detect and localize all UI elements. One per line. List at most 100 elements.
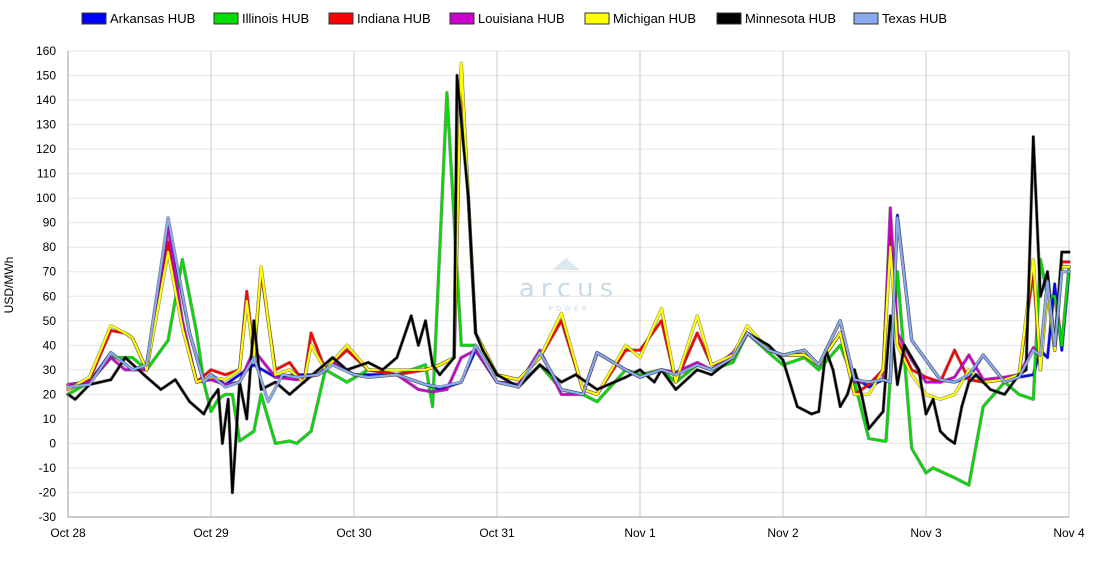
- data-point: [131, 356, 134, 359]
- data-point: [896, 214, 899, 217]
- legend-swatch: [213, 12, 239, 25]
- legend-item-illinois-hub[interactable]: Illinois HUB: [213, 11, 309, 26]
- data-point: [767, 344, 770, 347]
- x-tick-label: Oct 30: [336, 526, 372, 540]
- x-tick-label: Oct 29: [193, 526, 229, 540]
- data-point: [881, 378, 885, 381]
- y-tick-label: -10: [39, 461, 57, 475]
- data-point: [195, 331, 198, 335]
- data-point: [910, 356, 913, 359]
- data-point: [896, 383, 899, 386]
- data-point: [638, 356, 642, 359]
- data-point: [209, 368, 213, 371]
- data-point: [982, 353, 985, 357]
- data-point: [245, 417, 248, 421]
- data-point: [674, 373, 677, 376]
- y-tick-label: 100: [36, 191, 56, 205]
- data-point: [345, 349, 349, 352]
- legend-item-arkansas-hub[interactable]: Arkansas HUB: [81, 11, 195, 26]
- data-point: [245, 300, 248, 303]
- data-point: [638, 376, 642, 379]
- data-point: [259, 393, 263, 396]
- data-point: [309, 430, 313, 433]
- data-point: [455, 74, 459, 77]
- series-texas-hub: [66, 216, 1071, 404]
- watermark-subtext: POWER: [549, 305, 590, 313]
- legend-label: Minnesota HUB: [745, 11, 836, 26]
- legend-item-texas-hub[interactable]: Texas HUB: [853, 11, 947, 26]
- data-point: [638, 368, 642, 371]
- data-point: [881, 410, 885, 413]
- data-point: [124, 331, 127, 335]
- data-point: [309, 331, 313, 335]
- series-line: [66, 216, 1071, 403]
- data-point: [367, 368, 370, 371]
- data-point: [839, 344, 842, 347]
- data-point: [295, 442, 298, 445]
- data-point: [1017, 376, 1021, 379]
- data-point: [452, 356, 456, 359]
- data-point: [317, 373, 320, 376]
- data-point: [881, 368, 885, 371]
- series-michigan-hub: [66, 61, 1071, 401]
- data-point: [395, 356, 399, 359]
- data-point: [481, 349, 484, 352]
- watermark-logo-icon: [552, 258, 580, 270]
- data-point: [295, 378, 298, 381]
- legend: Arkansas HUB Illinois HUB Indiana HUB Louis…: [81, 11, 947, 26]
- data-point: [424, 319, 427, 322]
- data-point: [817, 368, 820, 371]
- data-point: [281, 373, 284, 376]
- data-point: [331, 363, 334, 367]
- data-point: [796, 405, 799, 408]
- x-tick-label: Nov 1: [624, 526, 656, 540]
- legend-item-louisiana-hub[interactable]: Louisiana HUB: [449, 11, 565, 26]
- data-point: [109, 324, 113, 327]
- data-point: [1053, 295, 1056, 298]
- data-point: [417, 344, 420, 347]
- series-indiana-hub: [66, 68, 1071, 397]
- data-point: [982, 405, 985, 408]
- data-point: [245, 290, 248, 293]
- data-point: [352, 373, 356, 376]
- data-point: [595, 400, 599, 403]
- data-point: [424, 368, 427, 371]
- data-point: [1060, 349, 1064, 352]
- data-point: [474, 344, 477, 347]
- data-point: [1003, 380, 1006, 384]
- data-point: [839, 331, 842, 335]
- data-point: [202, 412, 205, 416]
- data-point: [445, 91, 449, 94]
- data-point: [209, 373, 213, 376]
- data-point: [967, 353, 971, 357]
- data-point: [595, 351, 599, 354]
- data-point: [846, 393, 849, 396]
- legend-item-michigan-hub[interactable]: Michigan HUB: [584, 11, 696, 26]
- data-point: [166, 339, 170, 342]
- data-point: [696, 314, 699, 318]
- y-tick-label: 0: [49, 436, 56, 450]
- data-point: [560, 380, 563, 384]
- legend-item-minnesota-hub[interactable]: Minnesota HUB: [716, 11, 836, 26]
- axes: -30 -20 -10 0 10 20 30 40 50 60 70 80 90 100 110 120 130…: [36, 44, 1085, 540]
- data-point: [560, 393, 563, 396]
- legend-swatch: [81, 12, 107, 25]
- legend-item-indiana-hub[interactable]: Indiana HUB: [328, 11, 431, 26]
- data-point: [896, 344, 899, 347]
- data-point: [803, 349, 806, 352]
- data-point: [131, 336, 134, 340]
- data-point: [217, 388, 220, 391]
- data-point: [88, 383, 91, 386]
- data-point: [560, 312, 563, 315]
- data-point: [166, 216, 170, 219]
- series-line: [66, 62, 1071, 401]
- data-point: [252, 319, 256, 322]
- data-point: [1039, 353, 1042, 357]
- data-point: [1053, 282, 1056, 286]
- data-point: [939, 398, 942, 401]
- data-point: [881, 439, 885, 443]
- data-point: [839, 319, 842, 322]
- data-point: [953, 476, 956, 479]
- data-point: [924, 471, 928, 475]
